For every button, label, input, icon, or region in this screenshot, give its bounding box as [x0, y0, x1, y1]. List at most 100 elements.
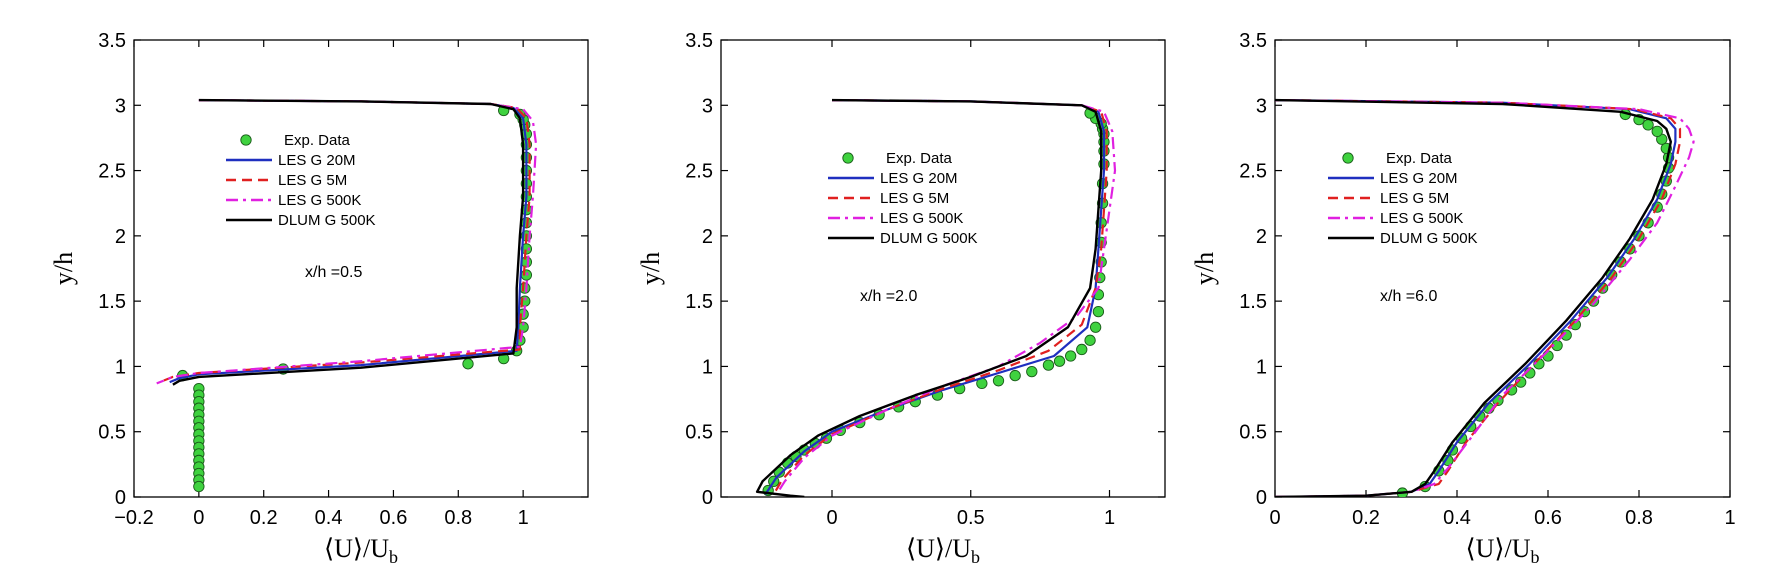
panel-annotation: x/h =2.0 [860, 288, 917, 305]
y-tick-label: 3 [1256, 95, 1267, 117]
y-tick-label: 0 [702, 487, 713, 509]
x-tick-label: 0.8 [1625, 507, 1653, 529]
legend-label: LES G 500K [278, 192, 361, 209]
x-tick-label: 0.6 [1534, 507, 1562, 529]
plot-area [755, 98, 1117, 497]
x-tick-label: 0.4 [315, 507, 343, 529]
x-tick-label: 1 [1724, 507, 1735, 529]
x-tick-label: 0.2 [1352, 507, 1380, 529]
y-axis-label: y/h [49, 252, 78, 285]
y-tick-label: 3.5 [98, 30, 126, 52]
y-tick-label: 1 [115, 356, 126, 378]
y-tick-label: 3.5 [1239, 30, 1267, 52]
y-tick-label: 1.5 [1239, 291, 1267, 313]
x-tick-label: 0.8 [444, 507, 472, 529]
series-line-les-g-20m [1275, 99, 1677, 497]
y-tick-label: 0.5 [685, 422, 713, 444]
legend-label: DLUM G 500K [278, 212, 376, 229]
exp-data-point [1542, 350, 1554, 362]
series-line-dlum-g-500k [1275, 98, 1672, 497]
legend-label: LES G 5M [278, 172, 347, 189]
axes-frame [1274, 39, 1731, 498]
y-tick-label: 2.5 [1239, 161, 1267, 183]
series-line-les-g-500k [1275, 99, 1695, 497]
y-tick-label: 0.5 [1239, 422, 1267, 444]
panel-x-h-0-5: x/h =0.5 −0.2 0 0.2 0.4 0.6 0.8 100.511.522.53… [49, 30, 589, 567]
panel-annotation: x/h =0.5 [305, 264, 362, 281]
x-tick-label: 0 [1269, 507, 1280, 529]
panel-x-h-2-0: x/h =2.0 0 0.5 1 0 0.5 1 1.5 2 2.5 3 3.5 ⟨U⟩/Ub y/h E… [636, 30, 1166, 567]
x-tick-label: 0 [826, 507, 837, 529]
y-axis-label: y/h [636, 252, 665, 285]
y-tick-label: 3.5 [685, 30, 713, 52]
legend-label: LES G 500K [880, 210, 963, 227]
x-tick-label: 0.4 [1443, 507, 1471, 529]
x-tick-label: 0.5 [957, 507, 985, 529]
y-tick-label: 0 [1256, 487, 1267, 509]
x-tick-label: 1 [1104, 507, 1115, 529]
exp-data-point [462, 358, 474, 370]
x-axis-label: ⟨U⟩/Ub [1465, 534, 1539, 567]
legend-label: LES G 20M [1380, 170, 1458, 187]
panel-annotation: x/h =6.0 [1380, 288, 1437, 305]
series-line-dlum-g-500k [755, 98, 1103, 497]
exp-data-point [1651, 125, 1663, 138]
panel-x-h-6-0: x/h =6.0 0 0.2 0.4 0.6 0.8 1 0 0.5 1 1.5 2 2.5 3 3.5 ⟨… [1190, 30, 1736, 567]
legend-marker-exp-data [240, 134, 252, 146]
y-tick-label: 1.5 [685, 291, 713, 313]
axes-frame [133, 39, 589, 498]
exp-data-point [520, 243, 533, 255]
legend-label: DLUM G 500K [1380, 230, 1478, 247]
y-tick-label: 2 [1256, 226, 1267, 248]
exp-data-point [1053, 355, 1066, 367]
exp-data-point [1009, 369, 1021, 382]
exp-data-point [1026, 366, 1038, 378]
legend: Exp. Data LES G 20M LES G 5M LES G 500K DLUM… [828, 150, 978, 247]
series-line-les-g-5m [1275, 99, 1682, 497]
exp-data-point [1065, 350, 1077, 362]
legend-marker-exp-data [1342, 152, 1354, 164]
y-tick-label: 2 [115, 226, 126, 248]
exp-data-point [992, 375, 1005, 387]
exp-data-point [1089, 321, 1102, 333]
legend-label: LES G 500K [1380, 210, 1463, 227]
y-tick-label: 0.5 [98, 422, 126, 444]
exp-data-point [1042, 359, 1055, 371]
x-tick-label: 0.6 [380, 507, 408, 529]
y-tick-label: 3 [702, 95, 713, 117]
exp-data-point [1084, 334, 1096, 346]
y-tick-label: 0 [115, 487, 126, 509]
legend-label: Exp. Data [886, 150, 953, 167]
axes-frame [720, 39, 1166, 498]
x-tick-label: 0 [193, 507, 204, 529]
y-tick-label: 2.5 [98, 161, 126, 183]
y-axis-label: y/h [1190, 252, 1219, 285]
legend-label: LES G 5M [1380, 190, 1449, 207]
exp-data-point [1092, 305, 1105, 318]
x-tick-label: 1 [518, 507, 529, 529]
exp-data-point [193, 480, 205, 493]
series-line-les-g-5m [159, 99, 531, 384]
y-tick-label: 1.5 [98, 291, 126, 313]
legend-label: Exp. Data [284, 132, 351, 149]
y-tick-label: 1 [702, 356, 713, 378]
x-axis-label: ⟨U⟩/Ub [906, 534, 980, 567]
series-line-dlum-g-500k [172, 98, 525, 386]
legend-label: LES G 20M [278, 152, 356, 169]
y-tick-label: 3 [115, 95, 126, 117]
legend-label: Exp. Data [1386, 150, 1453, 167]
x-axis-label: ⟨U⟩/Ub [324, 534, 398, 567]
exp-data-point [1642, 119, 1654, 131]
legend-label: DLUM G 500K [880, 230, 978, 247]
x-tick-label: −0.2 [114, 507, 153, 529]
legend-marker-exp-data [842, 152, 854, 164]
series-line-les-g-500k [775, 99, 1117, 495]
y-tick-label: 2.5 [685, 161, 713, 183]
series-line-les-g-5m [772, 99, 1108, 495]
legend-label: LES G 5M [880, 190, 949, 207]
x-tick-label: 0.2 [250, 507, 278, 529]
plot-area [1275, 98, 1695, 497]
plot-area [156, 98, 538, 493]
y-tick-label: 2 [702, 226, 713, 248]
